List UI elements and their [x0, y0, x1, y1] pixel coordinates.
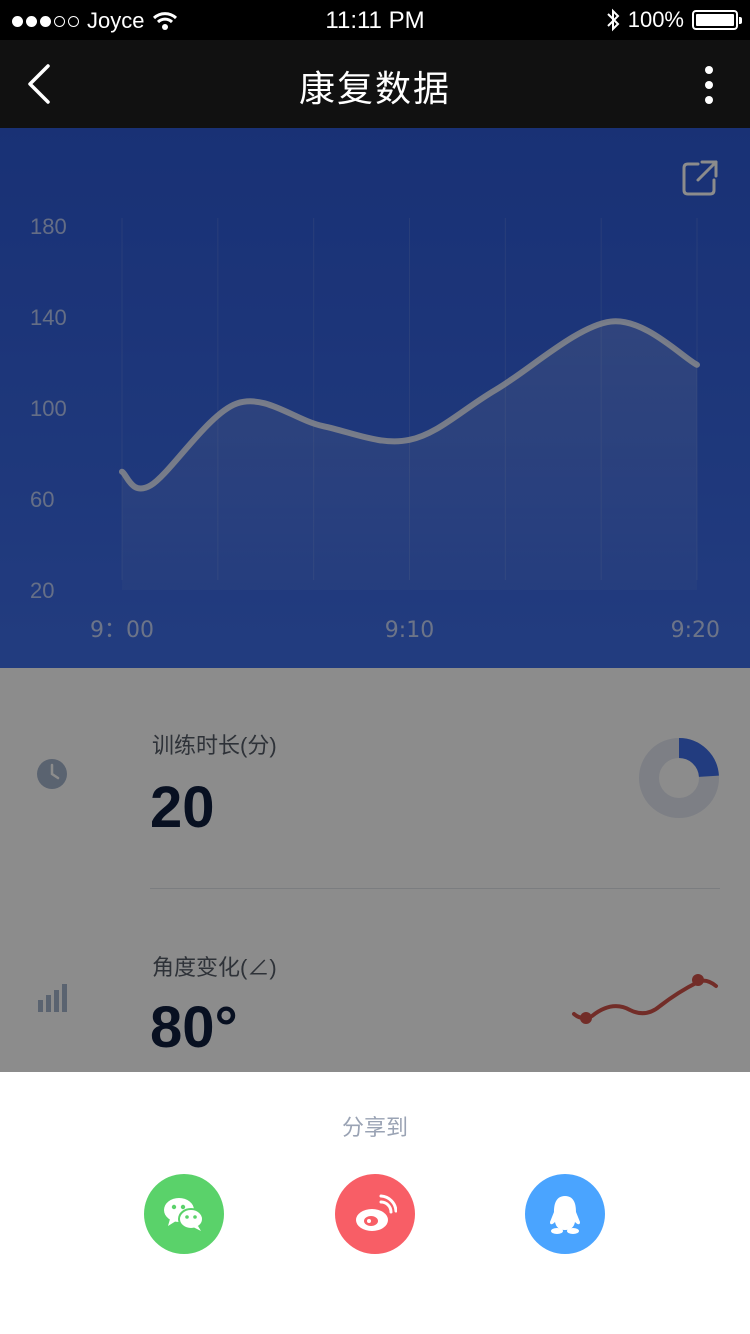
wechat-icon	[164, 1198, 204, 1231]
nav-bar: 康复数据	[0, 40, 750, 128]
stat-value: 20	[150, 775, 215, 840]
x-tick-label: 9：00	[90, 618, 154, 643]
stat-label: 训练时长(分)	[152, 733, 277, 758]
stat-training-duration[interactable]: 训练时长(分) 20	[0, 668, 750, 890]
share-title: 分享到	[341, 1116, 408, 1141]
stats-list: 训练时长(分) 20 角度变化(∠) 80°	[0, 668, 750, 1072]
carrier-name: Joyce	[87, 8, 145, 33]
modal-backdrop[interactable]	[0, 128, 750, 1072]
duration-donut-chart	[639, 738, 719, 818]
share-export-icon[interactable]	[680, 158, 720, 198]
y-tick-label: 140	[30, 305, 67, 330]
battery-percent: 100%	[627, 7, 684, 32]
page-title: 康复数据	[298, 69, 451, 110]
share-qq-button[interactable]	[525, 1174, 605, 1254]
line-chart: 20 60 100 140 180 9：00 9:10 9:20	[30, 214, 720, 643]
status-left: Joyce	[12, 8, 178, 34]
divider	[150, 888, 720, 889]
stat-angle-change[interactable]: 角度变化(∠) 80°	[0, 890, 750, 1112]
qq-icon	[550, 1196, 580, 1234]
angle-sparkline	[572, 974, 718, 1024]
bluetooth-icon	[607, 8, 620, 32]
y-tick-label: 20	[30, 578, 54, 603]
weibo-icon	[356, 1194, 397, 1231]
share-wechat-button[interactable]	[144, 1174, 224, 1254]
back-arrow-icon[interactable]	[18, 58, 66, 110]
signal-strength-icon	[12, 15, 79, 27]
x-tick-label: 9:10	[385, 618, 434, 643]
chart-area-fill	[122, 321, 697, 590]
share-weibo-button[interactable]	[335, 1174, 415, 1254]
status-bar: Joyce 11:11 PM 100%	[0, 0, 750, 40]
rehab-chart: 20 60 100 140 180 9：00 9:10 9:20	[0, 128, 750, 668]
y-tick-label: 100	[30, 396, 67, 421]
donut-progress-arc	[639, 738, 719, 818]
y-tick-label: 60	[30, 487, 54, 512]
status-right: 100%	[606, 7, 742, 33]
clock-icon	[37, 759, 67, 789]
battery-icon	[692, 10, 742, 30]
x-tick-label: 9:20	[671, 618, 720, 643]
bar-chart-icon	[38, 984, 67, 1012]
status-time: 11:11 PM	[325, 7, 425, 34]
wifi-icon	[153, 12, 178, 30]
share-sheet: 分享到	[0, 1072, 750, 1334]
stat-value: 80°	[150, 995, 238, 1060]
stat-label: 角度变化(∠)	[152, 955, 277, 980]
series-line	[119, 318, 700, 492]
y-tick-label: 180	[30, 214, 67, 239]
more-options-icon[interactable]	[686, 60, 732, 110]
